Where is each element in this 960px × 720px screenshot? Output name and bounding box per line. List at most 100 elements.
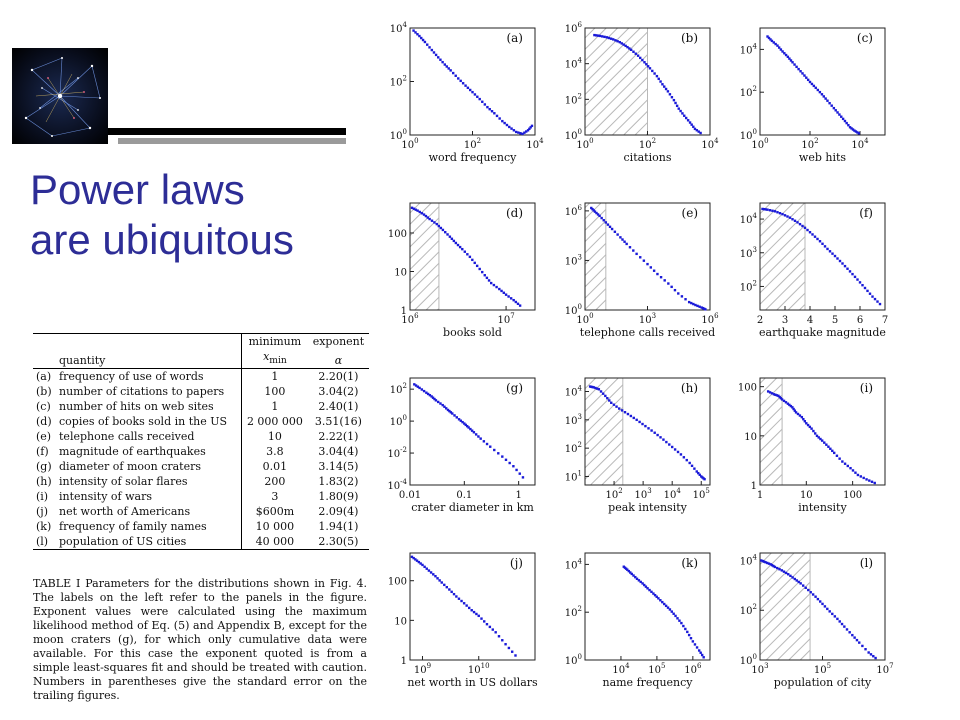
data-point	[466, 253, 469, 256]
data-point	[836, 111, 839, 114]
data-point	[507, 295, 510, 298]
data-point	[593, 210, 597, 213]
data-point	[766, 561, 769, 565]
data-point	[813, 432, 817, 435]
data-point	[437, 56, 440, 59]
data-point	[638, 420, 641, 424]
data-point	[642, 259, 646, 262]
data-point	[610, 227, 614, 231]
data-point	[458, 245, 462, 249]
x-axis-label: net worth in US dollars	[407, 676, 538, 689]
x-tick-label: 103	[639, 312, 656, 326]
x-tick-base: 10	[639, 315, 652, 326]
data-point	[621, 238, 624, 241]
data-point	[637, 579, 641, 582]
data-point	[646, 587, 649, 590]
data-point	[473, 261, 476, 265]
data-point	[507, 646, 511, 650]
data-point	[768, 209, 772, 212]
data-point	[770, 392, 774, 395]
data-point	[851, 272, 854, 276]
y-tick-label: 100	[565, 128, 582, 142]
data-point	[616, 233, 619, 236]
data-point	[474, 433, 478, 436]
data-point	[648, 67, 652, 70]
data-point	[445, 585, 448, 589]
data-point	[505, 123, 509, 127]
data-point	[433, 397, 436, 401]
data-point	[641, 58, 644, 62]
x-tick-label: 10	[800, 490, 813, 501]
data-point	[427, 569, 431, 572]
data-point	[629, 414, 633, 418]
data-point	[632, 416, 635, 420]
row-exponent: 3.51(16)	[314, 415, 362, 429]
data-point	[465, 604, 468, 607]
data-point	[512, 298, 515, 302]
data-point	[661, 83, 664, 86]
x-tick-exponent: 3	[647, 487, 651, 495]
data-point	[843, 119, 847, 123]
data-point	[872, 654, 875, 658]
data-point	[865, 478, 868, 481]
row-xmin: 0.01	[240, 459, 308, 475]
y-tick-base: 10	[565, 608, 578, 619]
data-point	[498, 287, 501, 291]
data-point	[502, 291, 506, 294]
data-point	[788, 216, 792, 219]
x-tick-base: 10	[801, 140, 814, 151]
data-point	[667, 282, 670, 285]
data-point	[504, 293, 508, 296]
data-point	[661, 600, 664, 604]
x-tick-exponent: 7	[510, 312, 514, 320]
data-point	[653, 593, 657, 597]
x-axis-label: crater diameter in km	[411, 501, 534, 514]
table-row: (k) frequency of family names 10 000 1.94(1…	[33, 519, 369, 535]
data-point	[422, 389, 426, 393]
data-point	[863, 286, 867, 290]
data-point	[517, 131, 520, 134]
x-tick-base: 5	[832, 315, 838, 326]
y-tick-exponent: 2	[753, 279, 757, 287]
data-point	[617, 407, 621, 410]
data-point	[651, 69, 654, 73]
data-point	[783, 214, 787, 217]
data-point	[665, 440, 668, 444]
data-point	[783, 52, 786, 55]
data-point	[634, 52, 637, 55]
row-exponent: 3.14(5)	[318, 460, 359, 474]
data-point	[487, 279, 491, 282]
data-point	[774, 393, 777, 397]
data-point	[613, 230, 617, 233]
data-point	[443, 405, 446, 408]
x-tick-base: 10	[464, 140, 477, 151]
y-tick-base: 100	[738, 383, 757, 394]
data-point	[450, 237, 454, 240]
data-point	[843, 462, 847, 465]
data-point	[632, 50, 635, 53]
y-tick-base: 10	[740, 45, 753, 56]
data-point	[467, 426, 470, 429]
y-tick-label: 100	[740, 128, 757, 142]
data-point	[670, 610, 673, 613]
data-point	[483, 103, 487, 106]
y-tick-exponent: 3	[578, 253, 582, 261]
data-point	[593, 33, 596, 37]
x-tick-base: 10	[497, 315, 510, 326]
data-point	[873, 297, 877, 301]
row-quantity: frequency of use of words	[59, 370, 204, 384]
panel-label: (e)	[682, 206, 698, 220]
data-point	[676, 450, 680, 454]
y-tick-base: 10	[565, 416, 578, 427]
xmin-hatch-region	[585, 28, 648, 135]
slide-title-line-2: are ubiquitous	[30, 216, 294, 263]
data-point	[862, 476, 865, 480]
data-point	[463, 422, 466, 425]
data-point	[447, 67, 450, 70]
y-tick-label: 100	[388, 577, 407, 588]
row-xmin: 40 000	[240, 534, 308, 551]
y-tick-base: 10	[740, 656, 753, 667]
data-point	[670, 285, 673, 289]
data-point	[626, 568, 629, 571]
data-point	[787, 573, 790, 576]
